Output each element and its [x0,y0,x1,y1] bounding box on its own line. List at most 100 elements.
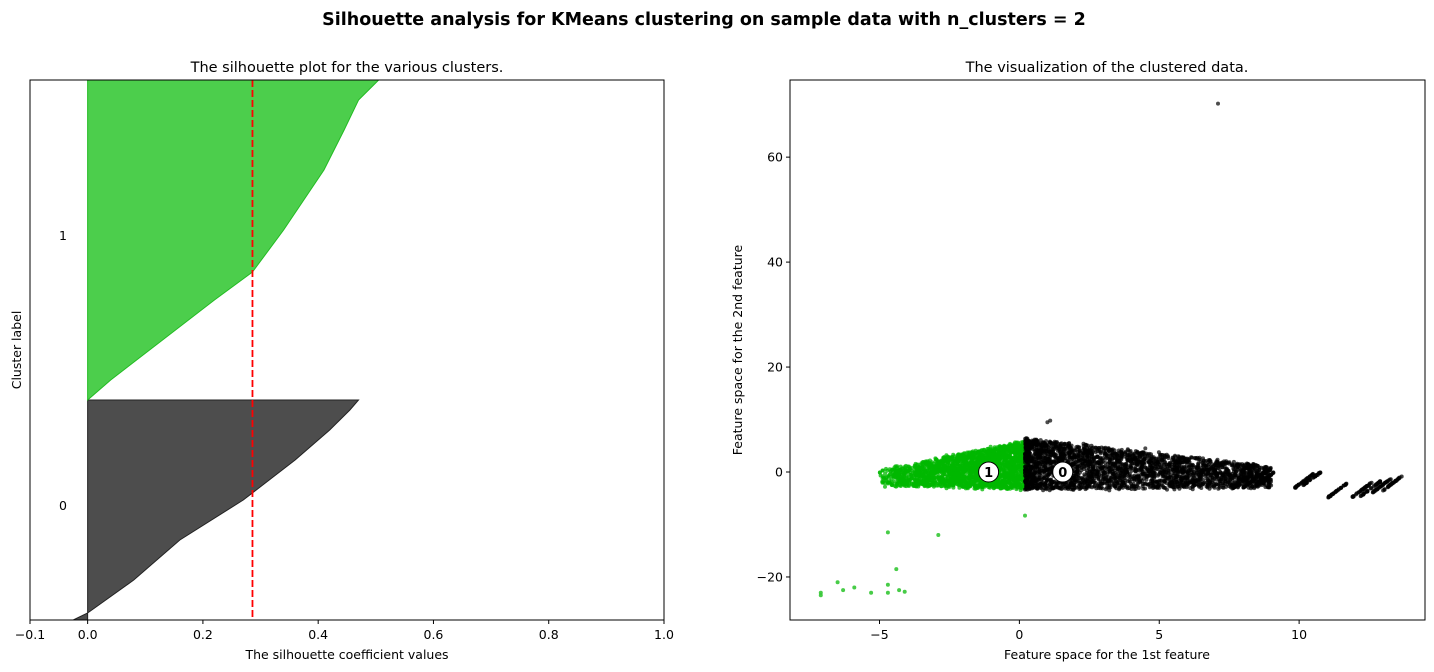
cluster-0-point [1119,457,1124,462]
cluster-0-point [1196,462,1201,467]
cluster-1-point [924,462,929,467]
cluster-1-point [906,466,911,471]
cluster-0-point [1042,482,1047,487]
cluster-0-point [1203,474,1208,478]
cluster-1-point [896,476,901,481]
cluster-1-outlier [869,590,874,595]
cluster-1-point [961,467,966,472]
cluster-1-point [883,471,888,476]
cluster-0-point [1024,468,1029,473]
cluster-1-point [1007,467,1012,472]
cluster-0-point [1171,460,1176,465]
cluster-1-point [885,468,890,473]
cluster-1-point [961,475,966,480]
cluster-1-point [915,476,920,481]
cluster-0-point [1184,456,1188,461]
cluster-1-point [986,457,991,462]
cluster-0-point [1035,438,1040,443]
cluster-1-point [915,481,920,486]
cluster-1-point [916,465,921,470]
cluster-0-point [1175,474,1180,479]
cluster-0-point [1039,451,1044,455]
cluster-0-point [1050,447,1055,451]
cluster-0-point [1059,486,1064,491]
cluster-0-point [1099,466,1104,471]
cluster-0-point [1159,479,1163,484]
cluster-0-point [1188,486,1193,490]
cluster-0-point [1032,475,1037,480]
cluster-1-point [945,454,950,459]
cluster-0-point [1117,487,1121,492]
cluster-1-point [891,474,896,479]
cluster-0-point [1227,461,1232,466]
cluster-0-point [1242,469,1247,474]
cluster-1-point [947,471,952,476]
cluster-1-point [1014,468,1019,473]
cluster-0-point [1298,481,1303,486]
cluster-0-point [1114,451,1119,456]
cluster-1-point [975,453,980,458]
cluster-0-point [1039,482,1044,487]
cluster-1-outlier [894,567,899,572]
silhouette-plot: The silhouette plot for the various clus… [9,60,674,662]
cluster-0-point [1090,467,1095,472]
cluster-0-point [1080,453,1085,458]
cluster-1-outlier [885,590,890,595]
cluster-0-point [1107,485,1112,490]
cluster-0-point [1201,470,1206,475]
cluster-0-point [1046,448,1051,453]
cluster-0-point [1105,481,1110,486]
cluster-0-point [1180,455,1185,460]
cluster-0-point [1066,481,1071,486]
cluster-0-point [1043,456,1048,461]
cluster-0-point [1156,472,1161,477]
cluster-0-point [1079,461,1084,466]
cluster-1-point [955,455,959,460]
cluster-1-point [934,457,939,462]
cluster-0-point [1076,459,1081,464]
cluster-0-point [1252,468,1257,473]
cluster-0-point [1201,466,1206,471]
cluster-0-point [1086,462,1091,467]
silhouette-areas [73,80,380,620]
cluster-1-point [985,449,990,454]
cluster-1-point [923,468,927,473]
cluster-1-point [966,465,971,470]
cluster-1-outlier [841,588,846,593]
x-tick-label: 0.4 [308,627,328,642]
cluster-0-point [1122,471,1127,476]
cluster-0-point [1047,459,1052,464]
cluster-0-point [1043,443,1048,448]
cluster-0-point [1150,477,1154,482]
cluster-1-point [930,477,935,482]
cluster-1-point [968,476,973,481]
cluster-1-outlier [1023,513,1027,518]
cluster-0-point [1133,486,1138,491]
cluster-1-point [941,459,946,464]
cluster-0-point [1144,477,1149,482]
cluster-0-point [1238,472,1243,477]
cluster-0-point [1175,468,1180,473]
cluster-0-point [1079,468,1084,473]
cluster-1-point [1013,443,1018,448]
cluster-0-point [1095,454,1100,459]
cluster-0-point [1133,466,1138,471]
cluster-1-point [880,476,885,481]
cluster-1-point [962,451,967,456]
cluster-0-point [1080,457,1085,462]
cluster-0-point [1087,484,1092,489]
cluster-1-point [1015,460,1020,464]
cluster-0-point [1116,465,1121,470]
cluster-0-point [1082,474,1087,479]
silhouette-ylabel: Cluster label [9,311,24,390]
cluster-1-point [905,478,909,483]
cluster-0-point [1307,478,1312,483]
cluster-1-point [999,466,1003,471]
cluster-1-point [977,459,981,464]
cluster-1-point [925,481,929,486]
cluster-0-point [1136,480,1141,485]
cluster-1-point [960,484,965,489]
cluster-0-point [1089,462,1094,467]
cluster-0-point [1141,486,1146,491]
